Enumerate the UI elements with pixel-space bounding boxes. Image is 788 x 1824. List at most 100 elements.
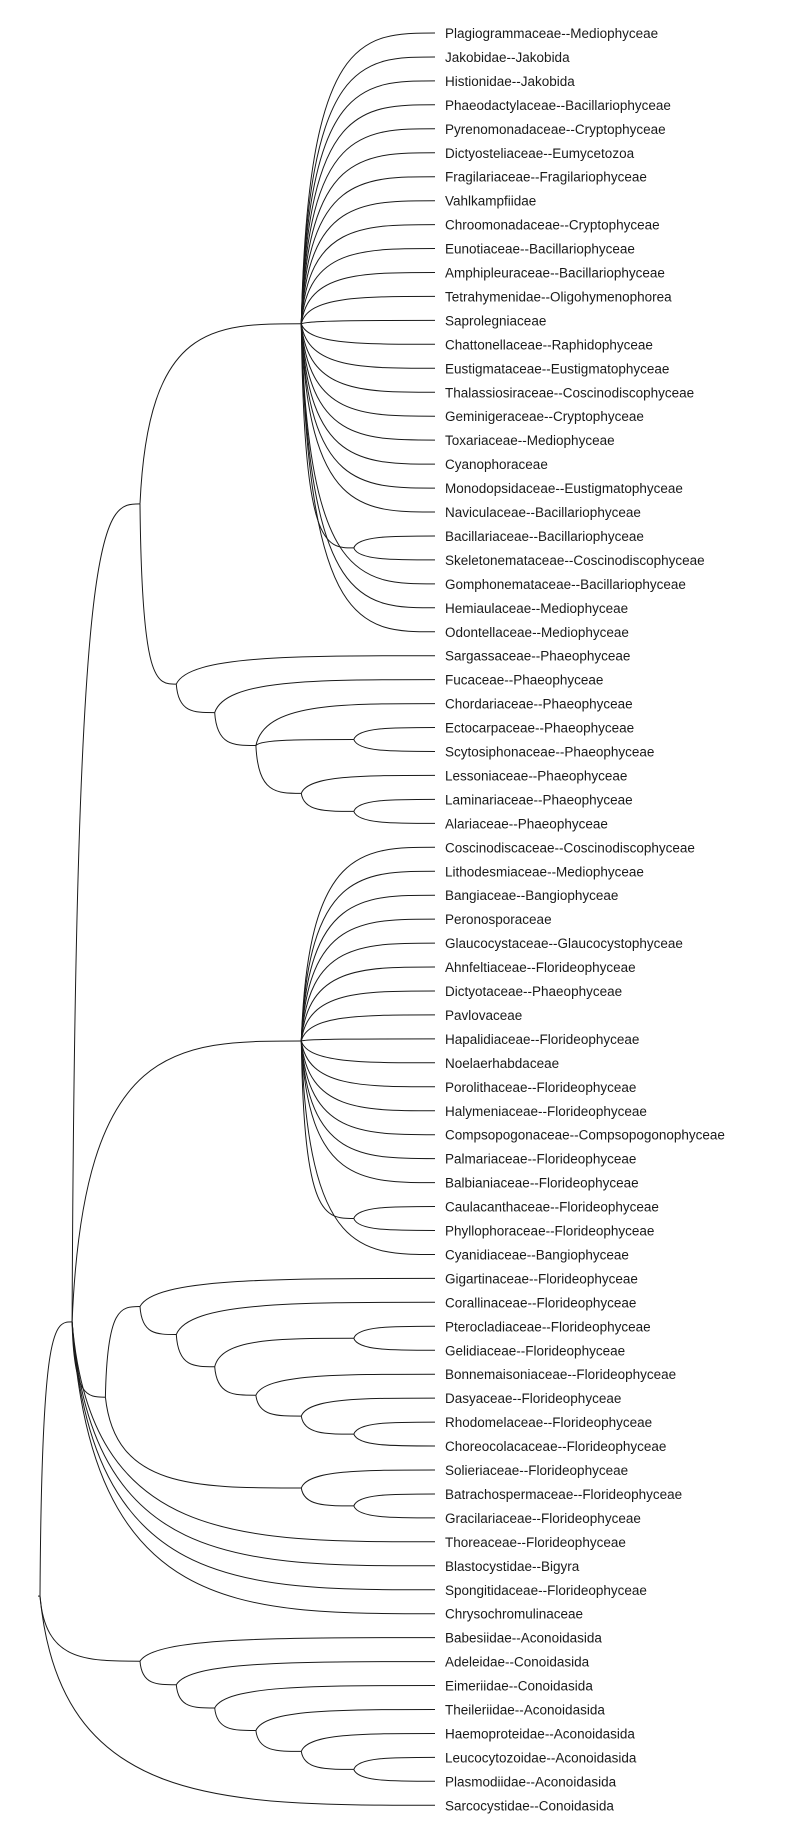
- branch: [300, 323, 436, 609]
- tip-label: Fucaceae--Phaeophyceae: [445, 673, 603, 688]
- branch: [214, 1337, 354, 1367]
- branch: [71, 1321, 436, 1615]
- tip-label: Phaeodactylaceae--Bacillariophyceae: [445, 98, 671, 113]
- tip-label: Eunotiaceae--Bacillariophyceae: [445, 242, 635, 257]
- tip-label: Plasmodiidae--Aconoidasida: [445, 1774, 617, 1789]
- tip-label: Histionidae--Jakobida: [445, 74, 575, 89]
- branch: [353, 811, 436, 824]
- branch: [71, 1321, 436, 1543]
- tip-label: Theileriidae--Aconoidasida: [445, 1703, 605, 1718]
- branch: [139, 1277, 436, 1307]
- branch: [255, 1373, 436, 1396]
- tip-labels: Plagiogrammaceae--Mediophyceae Jakobidae-…: [445, 26, 725, 1813]
- tip-label: Hapalidiaceae--Florideophyceae: [445, 1032, 639, 1047]
- branch: [300, 1040, 436, 1255]
- branch: [300, 323, 436, 417]
- branch: [300, 774, 436, 794]
- tip-label: Bonnemaisoniaceae--Florideophyceae: [445, 1367, 676, 1382]
- branch: [300, 323, 436, 633]
- branch: [71, 1321, 436, 1591]
- tip-label: Amphipleuraceae--Bacillariophyceae: [445, 266, 665, 281]
- branch: [300, 80, 436, 324]
- branch: [214, 1685, 436, 1709]
- branch: [300, 918, 436, 1042]
- branch: [353, 547, 436, 561]
- branch: [139, 503, 177, 685]
- tip-label: Lessoniaceae--Phaeophyceae: [445, 768, 627, 783]
- tip-label: Corallinaceae--Florideophyceae: [445, 1295, 636, 1310]
- tip-label: Jakobidae--Jakobida: [445, 50, 570, 65]
- tip-label: Tetrahymenidae--Oligohymenophorea: [445, 289, 672, 304]
- branch: [300, 894, 436, 1042]
- tip-label: Laminariaceae--Phaeophyceae: [445, 792, 633, 807]
- tip-label: Pavlovaceae: [445, 1008, 522, 1023]
- branch: [71, 1321, 436, 1567]
- branch: [300, 323, 436, 369]
- branch: [353, 1493, 436, 1507]
- tip-label: Alariaceae--Phaeophyceae: [445, 816, 608, 831]
- tip-label: Eimeriidae--Conoidasida: [445, 1679, 593, 1694]
- branch: [139, 1637, 436, 1662]
- branch: [214, 1707, 256, 1731]
- tip-label: Chrysochromulinaceae: [445, 1607, 583, 1622]
- tip-label: Coscinodiscaceae--Coscinodiscophyceae: [445, 840, 695, 855]
- tip-label: Thoreaceae--Florideophyceae: [445, 1535, 626, 1550]
- tip-label: Chroomonadaceae--Cryptophyceae: [445, 218, 660, 233]
- branch: [71, 1040, 302, 1322]
- tip-label: Sarcocystidae--Conoidasida: [445, 1798, 614, 1813]
- branch: [300, 846, 436, 1042]
- branch: [300, 1040, 436, 1184]
- tip-label: Odontellaceae--Mediophyceae: [445, 625, 629, 640]
- branch: [353, 1218, 436, 1231]
- branch: [300, 323, 436, 489]
- tip-label: Haemoproteidae--Aconoidasida: [445, 1727, 635, 1742]
- branch: [300, 128, 436, 324]
- branch: [300, 176, 436, 324]
- branch: [300, 323, 436, 585]
- branch: [175, 1661, 436, 1686]
- tip-label: Solieriaceae--Florideophyceae: [445, 1463, 628, 1478]
- tip-label: Eustigmataceae--Eustigmatophyceae: [445, 361, 669, 376]
- branch: [255, 1395, 302, 1417]
- tip-label: Scytosiphonaceae--Phaeophyceae: [445, 745, 654, 760]
- tip-label: Cyanidiaceae--Bangiophyceae: [445, 1248, 629, 1263]
- branch: [300, 1487, 354, 1507]
- tip-label: Ahnfeltiaceae--Florideophyceae: [445, 960, 636, 975]
- tip-label: Toxariaceae--Mediophyceae: [445, 433, 615, 448]
- branch: [353, 739, 436, 752]
- branch: [300, 323, 436, 393]
- tip-label: Dictyotaceae--Phaeophyceae: [445, 984, 622, 999]
- branch: [175, 1301, 436, 1335]
- tip-label: Skeletonemataceae--Coscinodiscophyceae: [445, 553, 705, 568]
- branch: [300, 793, 354, 812]
- branch: [300, 295, 436, 324]
- branch: [214, 679, 436, 713]
- tip-label: Saprolegniaceae: [445, 313, 546, 328]
- branch: [301, 1038, 436, 1042]
- branch: [139, 1661, 177, 1686]
- branch: [300, 272, 436, 324]
- branch: [300, 1040, 436, 1088]
- tip-label: Geminigeraceae--Cryptophyceae: [445, 409, 644, 424]
- branch: [175, 1334, 215, 1368]
- tip-label: Dasyaceae--Florideophyceae: [445, 1391, 621, 1406]
- branch: [300, 1040, 436, 1160]
- tip-label: Adeleidae--Conoidasida: [445, 1655, 590, 1670]
- tip-label: Thalassiosiraceae--Coscinodiscophyceae: [445, 385, 694, 400]
- branch: [353, 1338, 436, 1351]
- tip-label: Batrachospermaceae--Florideophyceae: [445, 1487, 682, 1502]
- branch: [300, 323, 436, 513]
- branch: [104, 1306, 141, 1398]
- branch: [353, 1325, 436, 1339]
- tip-label: Hemiaulaceae--Mediophyceae: [445, 601, 628, 616]
- branch: [139, 323, 302, 504]
- tip-label: Blastocystidae--Bigyra: [445, 1559, 580, 1574]
- branch: [300, 966, 436, 1042]
- branch: [39, 1596, 141, 1662]
- branch: [300, 1416, 354, 1435]
- branch: [353, 727, 436, 740]
- branch: [301, 319, 436, 325]
- tip-label: Monodopsidaceae--Eustigmatophyceae: [445, 481, 683, 496]
- tip-label: Gomphonemataceae--Bacillariophyceae: [445, 577, 686, 592]
- branch: [353, 1505, 436, 1519]
